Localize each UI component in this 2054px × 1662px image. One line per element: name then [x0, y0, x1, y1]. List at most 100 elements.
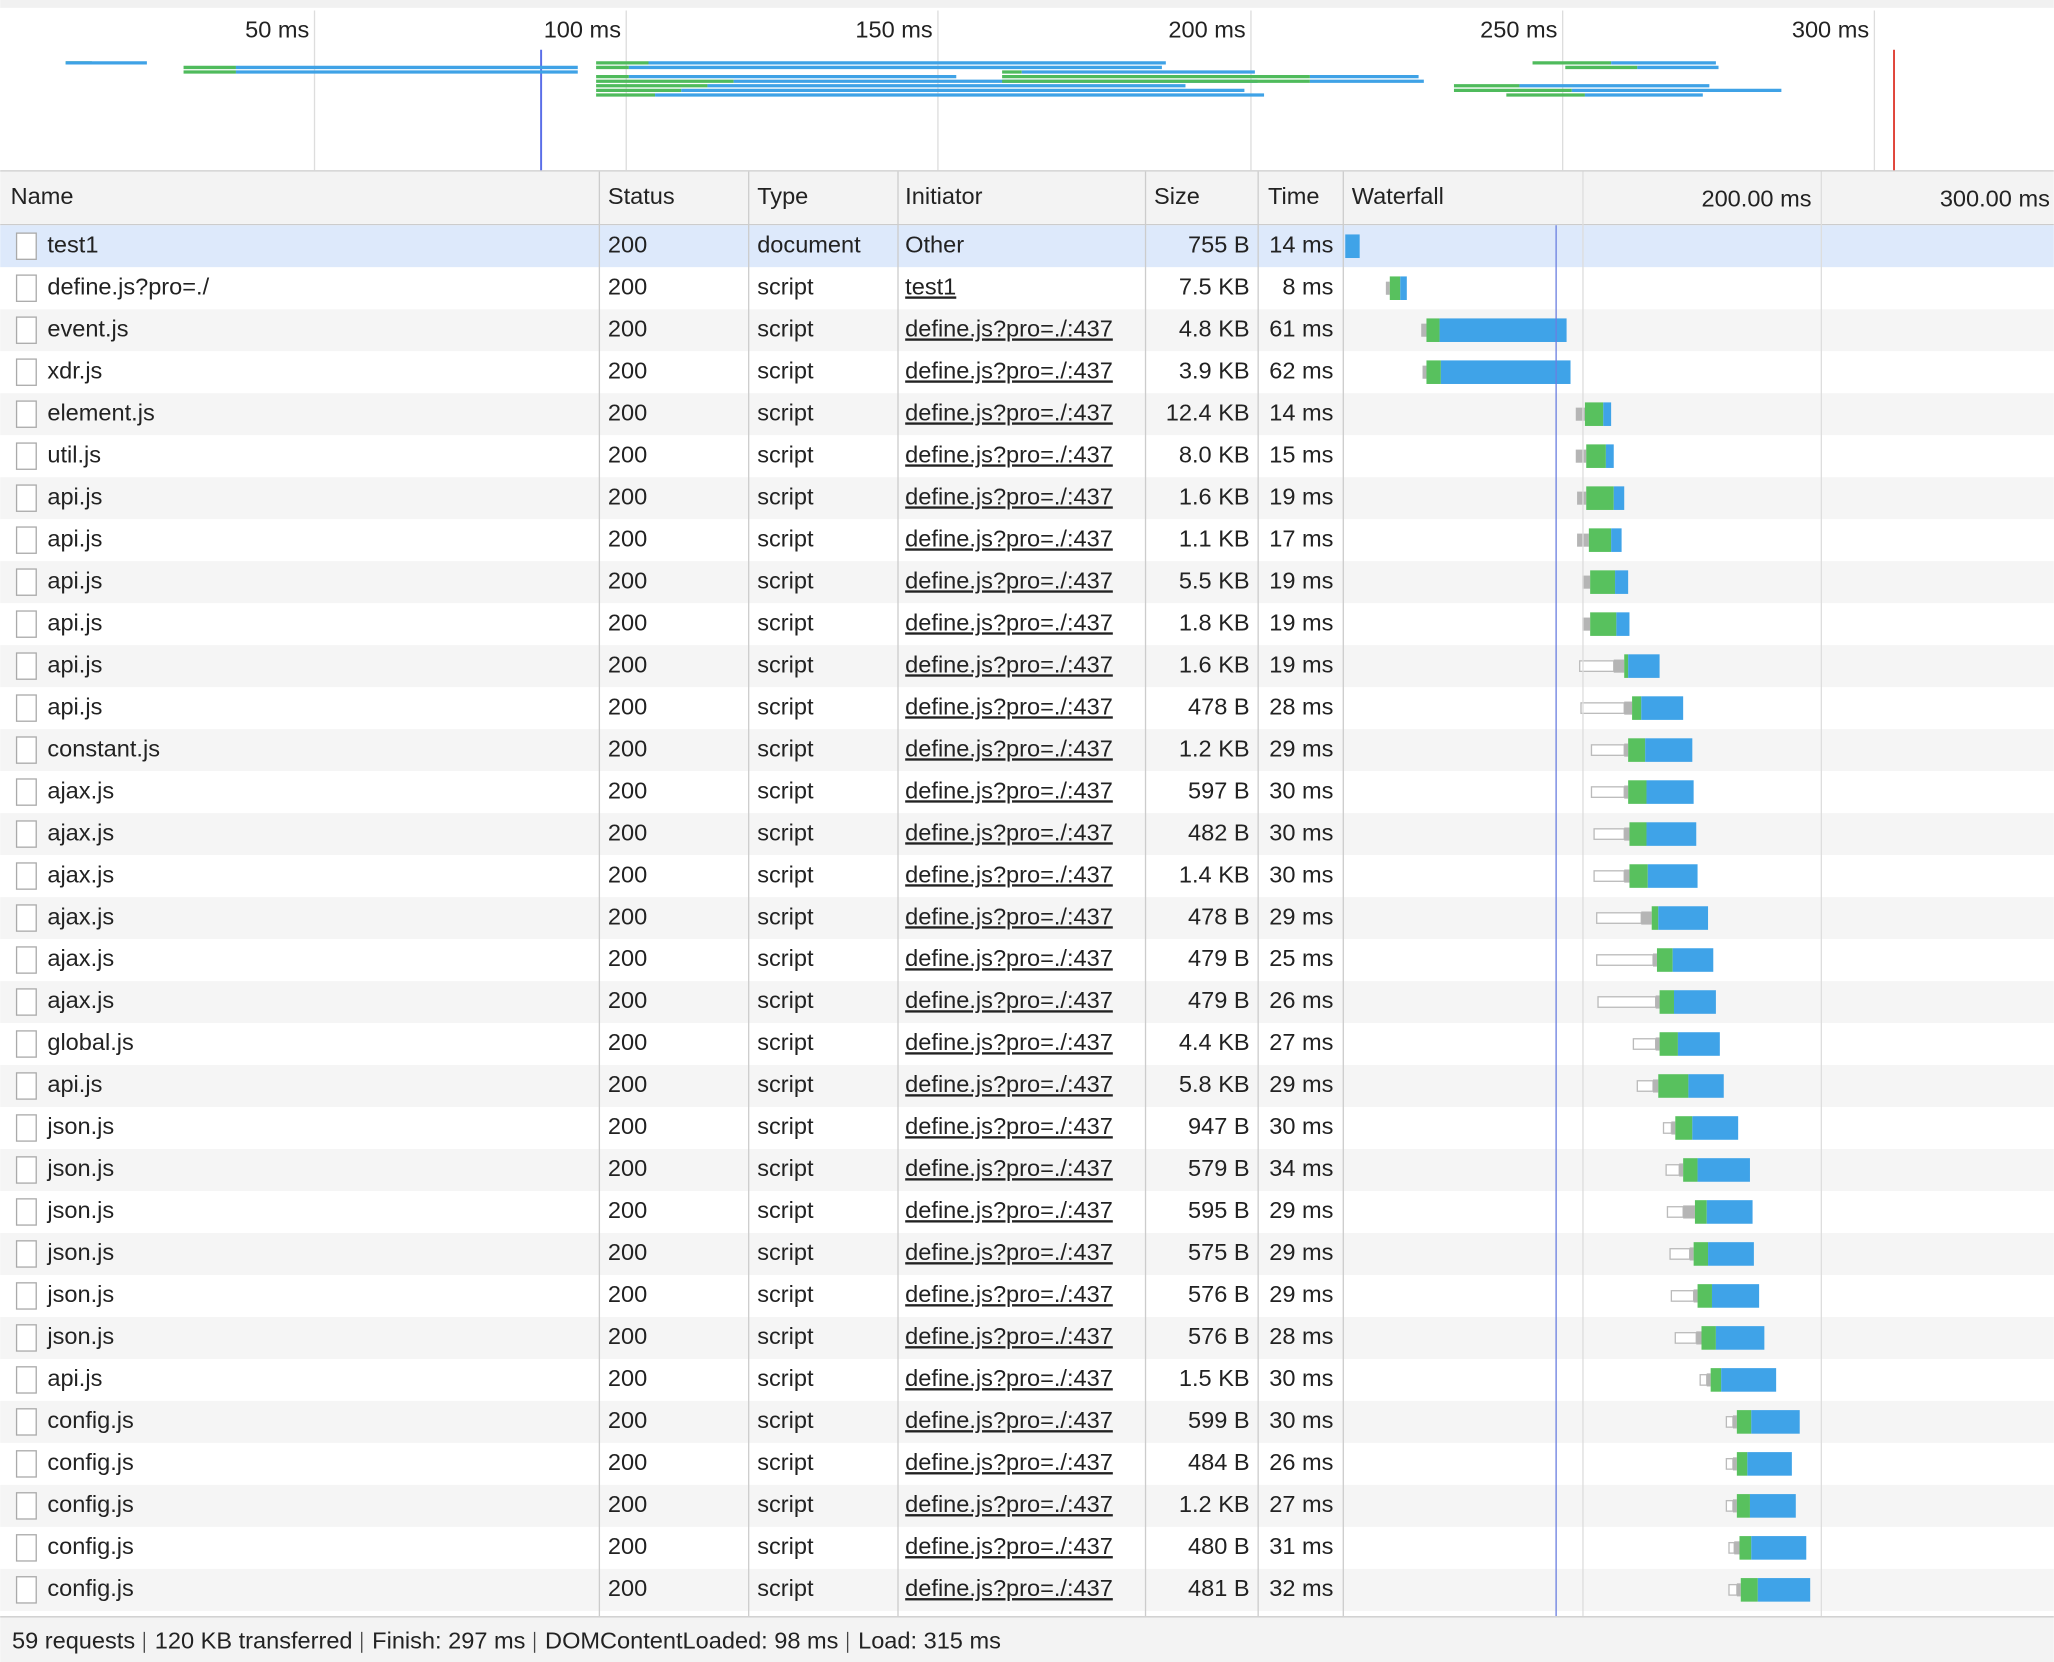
column-header: Time [1268, 183, 1320, 209]
wait-bar [1586, 486, 1614, 510]
wait-bar [1739, 1536, 1752, 1560]
initiator-cell[interactable]: define.js?pro=./:437 [905, 1071, 1113, 1097]
initiator-cell[interactable]: define.js?pro=./:437 [905, 903, 1113, 929]
name-cell: xdr.js [47, 357, 102, 383]
initiator-cell[interactable]: define.js?pro=./:437 [905, 651, 1113, 677]
name-cell: define.js?pro=./ [47, 273, 209, 299]
initiator-cell[interactable]: define.js?pro=./:437 [905, 609, 1113, 635]
download-bar [1605, 444, 1614, 468]
row-background [0, 1526, 2054, 1569]
file-icon [15, 862, 37, 890]
name-cell: test1 [47, 231, 98, 257]
wait-bar [1693, 1242, 1709, 1266]
name-cell: config.js [47, 1575, 133, 1601]
initiator-cell[interactable]: define.js?pro=./:437 [905, 525, 1113, 551]
wait-bar [1389, 276, 1401, 300]
initiator-cell[interactable]: define.js?pro=./:437 [905, 693, 1113, 719]
initiator-cell[interactable]: define.js?pro=./:437 [905, 1197, 1113, 1223]
initiator-cell[interactable]: define.js?pro=./:437 [905, 861, 1113, 887]
wait-bar [1586, 444, 1606, 468]
initiator-cell[interactable]: define.js?pro=./:437 [905, 819, 1113, 845]
type-cell: script [757, 567, 814, 593]
column-header: Status [608, 183, 675, 209]
time-cell: 27 ms [1269, 1491, 1333, 1517]
row-background [0, 519, 2054, 562]
time-cell: 14 ms [1269, 399, 1333, 425]
type-cell: script [757, 1323, 814, 1349]
status-cell: 200 [608, 525, 647, 551]
size-cell: 12.4 KB [1166, 399, 1250, 425]
initiator-cell[interactable]: define.js?pro=./:437 [905, 399, 1113, 425]
name-cell: constant.js [47, 735, 160, 761]
type-cell: script [757, 903, 814, 929]
footer-item: 59 requests [12, 1628, 135, 1654]
download-bar [1658, 906, 1709, 930]
file-icon [15, 1408, 37, 1436]
row-background [0, 1400, 2054, 1443]
time-cell: 14 ms [1269, 231, 1333, 257]
initiator-cell[interactable]: define.js?pro=./:437 [905, 567, 1113, 593]
initiator-cell[interactable]: define.js?pro=./:437 [905, 1491, 1113, 1517]
initiator-cell[interactable]: define.js?pro=./:437 [905, 735, 1113, 761]
status-cell: 200 [608, 1491, 647, 1517]
download-bar [1706, 1200, 1753, 1224]
initiator-cell[interactable]: define.js?pro=./:437 [905, 1029, 1113, 1055]
file-icon [15, 1534, 37, 1562]
row-background [0, 1568, 2054, 1611]
name-cell: config.js [47, 1407, 133, 1433]
initiator-cell[interactable]: define.js?pro=./:437 [905, 1155, 1113, 1181]
stall-bar [1696, 1331, 1702, 1345]
row-background [0, 771, 2054, 814]
stall-bar [1736, 1583, 1741, 1597]
status-cell: 200 [608, 735, 647, 761]
initiator-cell[interactable]: define.js?pro=./:437 [905, 1113, 1113, 1139]
status-cell: 200 [608, 567, 647, 593]
initiator-cell[interactable]: define.js?pro=./:437 [905, 441, 1113, 467]
wait-bar [1659, 990, 1674, 1014]
file-icon [15, 400, 37, 428]
status-cell: 200 [608, 819, 647, 845]
stall-bar [1655, 1037, 1660, 1051]
initiator-cell[interactable]: define.js?pro=./:437 [905, 1575, 1113, 1601]
initiator-cell[interactable]: define.js?pro=./:437 [905, 777, 1113, 803]
initiator-cell[interactable]: define.js?pro=./:437 [905, 1365, 1113, 1391]
initiator-cell[interactable]: define.js?pro=./:437 [905, 1449, 1113, 1475]
file-icon [15, 442, 37, 470]
time-cell: 29 ms [1269, 735, 1333, 761]
initiator-cell[interactable]: define.js?pro=./:437 [905, 1533, 1113, 1559]
stall-bar [1575, 449, 1587, 463]
initiator-cell[interactable]: define.js?pro=./:437 [905, 357, 1113, 383]
size-cell: 478 B [1188, 903, 1250, 929]
queue-bar [1725, 1458, 1734, 1470]
column-header: Name [11, 183, 74, 209]
initiator-cell[interactable]: define.js?pro=./:437 [905, 987, 1113, 1013]
type-cell: script [757, 1449, 814, 1475]
initiator-cell[interactable]: define.js?pro=./:437 [905, 483, 1113, 509]
stall-bar [1706, 1373, 1711, 1387]
initiator-cell[interactable]: define.js?pro=./:437 [905, 945, 1113, 971]
column-header: Waterfall [1352, 183, 1444, 209]
initiator-cell[interactable]: define.js?pro=./:437 [905, 315, 1113, 341]
download-bar [1747, 1452, 1792, 1476]
type-cell: script [757, 399, 814, 425]
type-cell: script [757, 819, 814, 845]
size-cell: 4.4 KB [1179, 1029, 1250, 1055]
initiator-cell[interactable]: define.js?pro=./:437 [905, 1239, 1113, 1265]
file-icon [15, 1366, 37, 1394]
wait-bar [1629, 822, 1647, 846]
name-cell: api.js [47, 609, 102, 635]
file-icon [15, 610, 37, 638]
initiator-cell[interactable]: define.js?pro=./:437 [905, 1281, 1113, 1307]
queue-bar [1579, 660, 1615, 673]
initiator-cell[interactable]: test1 [905, 273, 956, 299]
size-cell: 1.2 KB [1179, 735, 1250, 761]
stall-bar [1582, 617, 1591, 631]
download-bar [1672, 948, 1714, 972]
stall-bar [1624, 701, 1633, 715]
file-icon [15, 694, 37, 722]
download-bar [1677, 1032, 1720, 1056]
initiator-cell[interactable]: define.js?pro=./:437 [905, 1407, 1113, 1433]
stall-bar [1624, 869, 1630, 883]
initiator-cell[interactable]: define.js?pro=./:437 [905, 1323, 1113, 1349]
download-bar [1440, 360, 1571, 384]
